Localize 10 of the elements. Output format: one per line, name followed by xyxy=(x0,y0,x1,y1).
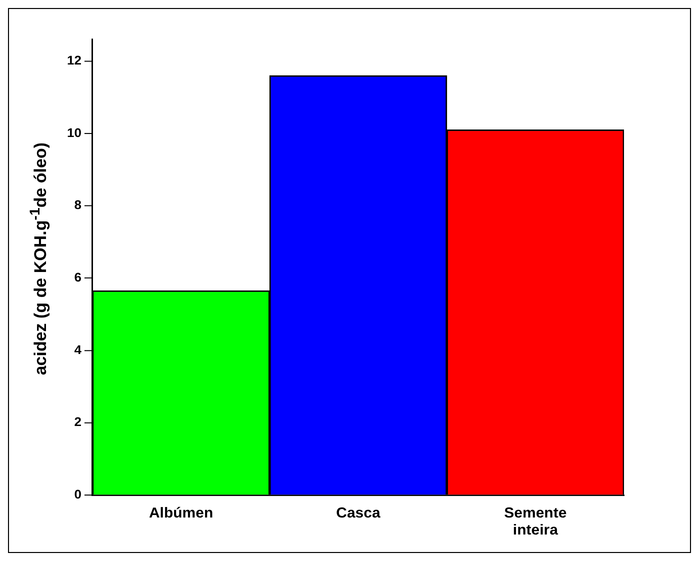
y-tick-label: 8 xyxy=(74,197,82,212)
y-tick-label: 12 xyxy=(67,52,82,68)
y-tick-label: 10 xyxy=(67,125,82,140)
x-tick-label: Casca xyxy=(336,506,382,522)
x-tick-label: Semente inteira xyxy=(504,506,567,539)
y-tick-label: 2 xyxy=(74,414,82,430)
x-tick-label: Albúmen xyxy=(148,506,214,522)
y-tick-label: 0 xyxy=(74,486,82,502)
y-tick-label: 6 xyxy=(74,270,82,284)
y-tick-label: 4 xyxy=(74,342,82,357)
